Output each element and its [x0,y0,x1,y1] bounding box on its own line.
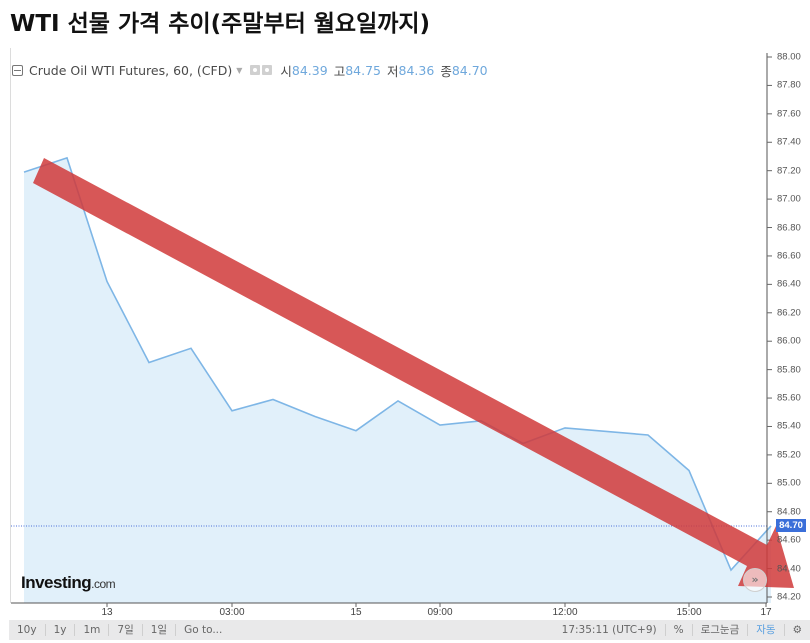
price-area [24,157,771,603]
x-axis-ticks [106,603,767,607]
y-axis[interactable]: 88.00 87.80 87.60 87.40 87.20 87.00 86.80 86.60… [767,48,810,603]
price-line [23,156,772,572]
x-tick-label: 09:00 [427,607,453,618]
investing-logo: Investing.com [21,573,116,593]
x-tick-label: 13 [101,607,113,618]
trend-arrow-icon [33,158,794,588]
open-label: 시 [280,63,292,79]
chart-legend: Crude Oil WTI Futures, 60, (CFD) ▼ 시 84.… [12,60,488,80]
percent-scale-button[interactable]: % [666,624,693,636]
y-tick-label: 85.00 [777,477,801,489]
y-tick-label: 87.20 [777,165,801,177]
goto-button[interactable]: Go to... [184,624,223,636]
current-price-tag: 84.70 [776,519,806,532]
y-tick-label: 86.00 [777,335,801,347]
y-tick-label: 85.80 [777,364,801,376]
y-tick-label: 87.40 [777,136,801,148]
scroll-to-latest-button[interactable]: » [743,568,767,592]
y-tick-label: 87.60 [777,108,801,120]
y-tick-label: 85.40 [777,420,801,432]
y-tick-label: 88.00 [777,51,801,63]
auto-scale-button[interactable]: 자동 [748,624,785,636]
logo-suffix: .com [91,577,116,591]
y-tick-label: 85.60 [777,392,801,404]
y-tick-label: 85.20 [777,449,801,461]
page-title: WTI 선물 가격 추이(주말부터 월요일까지) [10,11,431,37]
open-value: 84.39 [291,62,328,78]
y-tick-label: 84.40 [777,563,801,575]
range-7d-button[interactable]: 7일 [109,624,143,636]
close-label: 종 [440,63,452,79]
range-10y-button[interactable]: 10y [9,624,46,636]
low-label: 저 [387,63,399,79]
y-tick-label: 86.60 [777,250,801,262]
range-1y-button[interactable]: 1y [46,624,76,636]
x-tick-label: 15 [350,607,362,618]
close-value: 84.70 [451,62,488,78]
logo-main: Investing [21,573,92,592]
high-label: 고 [333,63,346,79]
y-tick-label: 87.00 [777,193,801,205]
visibility-icon[interactable] [250,65,261,75]
x-tick-label: 12:00 [552,607,578,618]
gear-icon[interactable]: ⚙ [792,624,802,636]
range-1d-button[interactable]: 1일 [143,624,177,636]
log-scale-button[interactable]: 로그눈금 [693,624,749,636]
x-tick-label: 03:00 [219,607,245,618]
chart-left-border [10,48,11,603]
y-tick-label: 86.80 [777,222,801,234]
high-value: 84.75 [345,62,381,78]
y-tick-label: 86.20 [777,307,801,319]
instrument-name[interactable]: Crude Oil WTI Futures, 60, (CFD) [29,62,233,78]
y-tick-label: 87.80 [777,79,801,91]
y-tick-label: 84.20 [777,591,801,603]
bottom-toolbar: 10y 1y 1m 7일 1일 Go to... 17:35:11 (UTC+9… [9,620,810,640]
settings-small-icon[interactable] [262,65,273,75]
y-tick-label: 86.40 [777,278,801,290]
x-tick-label: 17 [760,607,772,618]
x-tick-label: 15:00 [676,607,702,618]
clock-timezone[interactable]: 17:35:11 (UTC+9) [554,624,666,636]
range-1m-button[interactable]: 1m [75,624,110,636]
chevron-down-icon[interactable]: ▼ [236,65,243,75]
collapse-icon[interactable] [12,64,23,76]
y-tick-label: 84.60 [777,534,801,546]
y-tick-label: 84.80 [777,506,801,518]
low-value: 84.36 [398,62,435,78]
